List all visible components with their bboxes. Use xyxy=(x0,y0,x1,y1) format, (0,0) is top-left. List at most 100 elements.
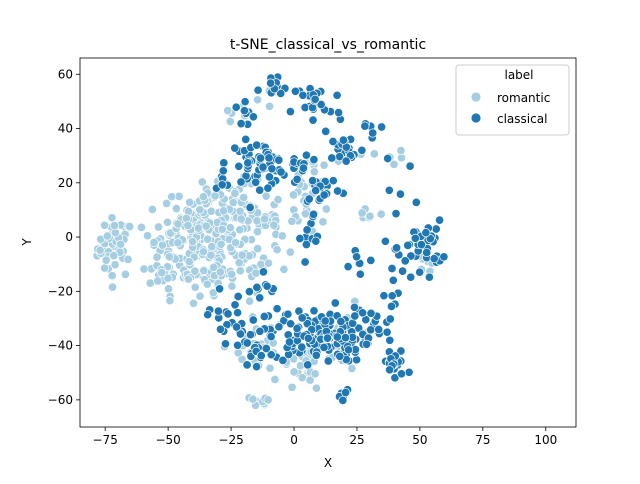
data-point-classical xyxy=(405,161,415,171)
data-point-classical xyxy=(230,143,240,153)
data-point-classical xyxy=(340,333,351,343)
data-point-classical xyxy=(231,102,241,112)
data-point-romantic xyxy=(288,190,299,200)
data-point-classical xyxy=(320,316,330,326)
data-point-classical xyxy=(233,308,243,318)
data-point-romantic xyxy=(163,284,174,294)
data-point-classical xyxy=(219,158,229,168)
data-point-romantic xyxy=(253,244,263,254)
data-point-classical xyxy=(334,108,344,118)
y-tick-label: 40 xyxy=(58,122,73,136)
data-point-classical xyxy=(328,176,338,186)
data-point-classical xyxy=(302,319,312,329)
data-point-classical xyxy=(255,293,265,303)
data-point-classical xyxy=(239,106,249,116)
data-point-romantic xyxy=(309,167,319,177)
data-point-classical xyxy=(245,202,255,213)
data-point-classical xyxy=(335,351,345,361)
legend-marker-romantic xyxy=(470,91,482,103)
data-point-romantic xyxy=(120,269,130,279)
data-point-classical xyxy=(295,233,305,244)
data-point-classical xyxy=(398,266,408,276)
data-point-classical xyxy=(233,291,243,302)
data-point-classical xyxy=(431,224,441,234)
legend-title: label xyxy=(504,68,533,82)
data-point-classical xyxy=(395,189,405,199)
data-point-classical xyxy=(242,338,252,348)
data-point-classical xyxy=(266,350,276,360)
data-point-classical xyxy=(406,251,416,261)
data-point-classical xyxy=(338,395,348,405)
data-point-romantic xyxy=(396,146,406,156)
data-point-classical xyxy=(234,161,244,171)
data-point-classical xyxy=(255,185,265,195)
plot-frame xyxy=(79,57,577,428)
data-point-classical xyxy=(236,119,246,129)
data-point-classical xyxy=(301,150,311,160)
data-point-classical xyxy=(286,319,296,329)
data-point-classical xyxy=(323,356,333,366)
data-point-classical xyxy=(352,355,362,365)
data-point-classical xyxy=(384,185,394,195)
data-point-classical xyxy=(377,122,387,132)
data-point-romantic xyxy=(310,369,320,379)
data-point-romantic xyxy=(195,205,205,215)
data-point-romantic xyxy=(162,198,172,209)
data-point-romantic xyxy=(264,101,275,111)
data-point-romantic xyxy=(245,296,255,306)
data-point-classical xyxy=(223,309,233,319)
data-point-romantic xyxy=(193,223,203,233)
data-point-classical xyxy=(259,311,269,322)
legend-box xyxy=(455,64,570,136)
data-point-classical xyxy=(354,323,364,333)
data-point-classical xyxy=(230,300,240,310)
legend-marker-classical xyxy=(470,112,482,124)
data-point-classical xyxy=(406,272,416,282)
data-point-classical xyxy=(332,90,342,100)
data-point-classical xyxy=(368,128,378,138)
data-point-romantic xyxy=(123,254,133,264)
data-point-classical xyxy=(319,342,329,352)
data-point-classical xyxy=(272,304,282,314)
data-point-romantic xyxy=(206,206,216,216)
data-point-classical xyxy=(366,308,376,318)
data-point-romantic xyxy=(109,221,119,231)
data-point-classical xyxy=(248,112,258,122)
data-point-classical xyxy=(421,228,431,238)
x-tick-label: 25 xyxy=(349,433,364,447)
data-point-classical xyxy=(285,107,295,117)
x-tick-label: −75 xyxy=(93,433,118,447)
data-point-classical xyxy=(232,322,242,332)
data-point-romantic xyxy=(198,192,208,202)
legend-label-classical: classical xyxy=(497,112,547,126)
data-point-classical xyxy=(424,272,434,282)
data-point-romantic xyxy=(147,204,157,214)
data-point-classical xyxy=(386,301,397,311)
data-point-classical xyxy=(366,325,376,335)
data-point-romantic xyxy=(347,363,357,374)
data-point-classical xyxy=(350,311,360,321)
data-point-romantic xyxy=(102,231,112,241)
x-tick-label: 50 xyxy=(412,433,427,447)
data-point-classical xyxy=(396,369,407,379)
data-point-romantic xyxy=(199,265,209,276)
data-point-classical xyxy=(235,329,246,339)
data-point-classical xyxy=(357,145,367,155)
data-point-romantic xyxy=(107,271,117,281)
data-point-classical xyxy=(301,239,311,250)
data-point-romantic xyxy=(248,394,258,404)
data-point-classical xyxy=(233,340,243,350)
data-point-classical xyxy=(439,252,449,262)
data-point-classical xyxy=(404,367,414,377)
data-point-romantic xyxy=(185,197,195,207)
data-point-romantic xyxy=(218,206,229,216)
data-point-classical xyxy=(245,330,256,340)
data-point-romantic xyxy=(256,259,266,269)
data-point-classical xyxy=(256,153,266,163)
data-point-romantic xyxy=(157,240,168,250)
data-point-classical xyxy=(411,197,421,207)
data-point-classical xyxy=(284,337,295,347)
data-point-romantic xyxy=(233,348,243,358)
